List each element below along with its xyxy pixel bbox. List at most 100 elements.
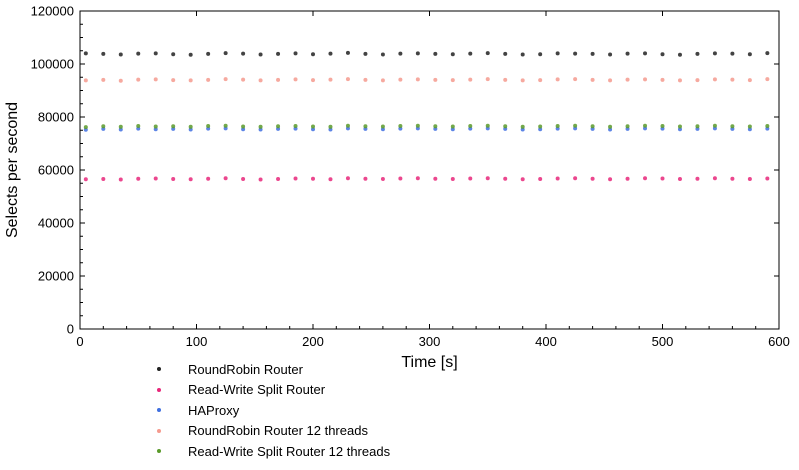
data-point — [695, 124, 700, 129]
data-point — [433, 51, 438, 56]
data-point — [712, 77, 717, 82]
data-point — [398, 176, 403, 181]
x-axis-label: Time [s] — [401, 354, 457, 371]
x-tick-label: 500 — [652, 334, 674, 349]
legend-marker — [157, 387, 161, 392]
plot-frame — [79, 10, 780, 330]
data-point — [223, 123, 228, 128]
data-point — [206, 176, 211, 181]
legend-label: RoundRobin Router 12 threads — [188, 423, 368, 439]
data-point — [293, 176, 298, 181]
data-point — [712, 51, 717, 56]
data-point — [415, 176, 420, 181]
x-axis-ticks: 0 100 200 300 400 500 600 — [76, 11, 790, 349]
data-point — [188, 52, 193, 57]
data-point — [520, 52, 525, 57]
data-point — [398, 51, 403, 56]
legend-item: RoundRobin Router — [130, 359, 450, 380]
data-point — [415, 77, 420, 82]
data-point — [380, 124, 385, 129]
data-point — [555, 124, 560, 129]
data-point — [363, 124, 368, 129]
data-point — [747, 78, 752, 83]
x-tick-label: 100 — [186, 334, 208, 349]
data-point — [625, 124, 630, 129]
data-point — [730, 51, 735, 56]
data-point — [258, 177, 263, 182]
data-point — [677, 177, 682, 182]
data-point — [415, 51, 420, 56]
legend-marker — [157, 408, 161, 413]
y-tick-label: 100000 — [31, 57, 74, 72]
data-point — [625, 77, 630, 82]
data-point — [485, 123, 490, 128]
data-point — [380, 177, 385, 182]
data-point — [206, 124, 211, 129]
data-point — [503, 124, 508, 129]
legend-marker — [157, 449, 161, 454]
y-tick-label: 80000 — [38, 110, 74, 125]
series-2 — [83, 126, 770, 132]
data-point — [625, 176, 630, 181]
data-point — [677, 78, 682, 83]
legend-item: RoundRobin Router 12 threads — [130, 421, 450, 442]
data-point — [188, 124, 193, 129]
data-point — [660, 176, 665, 181]
legend-marker — [157, 367, 161, 372]
data-point — [677, 52, 682, 57]
legend-item: Read-Write Split Router — [130, 380, 450, 401]
data-point — [660, 124, 665, 129]
data-point — [468, 124, 473, 129]
data-point — [677, 124, 682, 129]
data-point — [171, 52, 176, 57]
data-point — [450, 177, 455, 182]
data-point — [311, 52, 315, 57]
data-point — [503, 176, 508, 181]
y-tick-label: 40000 — [38, 216, 74, 231]
data-point — [538, 52, 543, 57]
data-point — [555, 51, 560, 56]
data-point — [450, 124, 455, 129]
data-point — [258, 78, 263, 83]
y-tick-label: 120000 — [31, 4, 74, 19]
legend-item: Read-Write Split Router 12 threads — [130, 441, 450, 462]
series-1 — [83, 176, 770, 182]
data-point — [118, 124, 123, 129]
data-point — [328, 124, 333, 129]
data-point — [608, 124, 613, 129]
data-point — [83, 177, 88, 182]
data-point — [590, 124, 595, 129]
data-point — [643, 51, 648, 56]
data-point — [223, 176, 228, 181]
data-point — [345, 123, 350, 128]
legend-label: RoundRobin Router — [188, 361, 303, 377]
data-point — [276, 177, 281, 182]
data-point — [485, 176, 490, 181]
data-point — [712, 123, 717, 128]
data-point — [101, 177, 106, 182]
data-point — [538, 78, 543, 83]
data-point — [415, 123, 420, 128]
data-point — [520, 177, 525, 182]
data-point — [153, 51, 158, 56]
data-point — [520, 78, 525, 83]
data-point — [730, 176, 735, 181]
data-point — [608, 78, 613, 83]
data-point — [590, 176, 595, 181]
data-point — [538, 124, 543, 129]
y-tick-label: 20000 — [38, 269, 74, 284]
data-point — [765, 51, 770, 56]
data-point — [83, 125, 88, 130]
data-point — [433, 77, 438, 82]
data-point — [538, 177, 543, 182]
data-point — [206, 77, 211, 82]
data-point — [171, 124, 176, 129]
data-point — [328, 51, 333, 56]
data-point — [136, 124, 141, 129]
data-point — [468, 176, 473, 181]
data-point — [643, 77, 648, 82]
data-point — [573, 51, 578, 56]
data-point — [363, 77, 368, 82]
data-point — [468, 51, 473, 56]
